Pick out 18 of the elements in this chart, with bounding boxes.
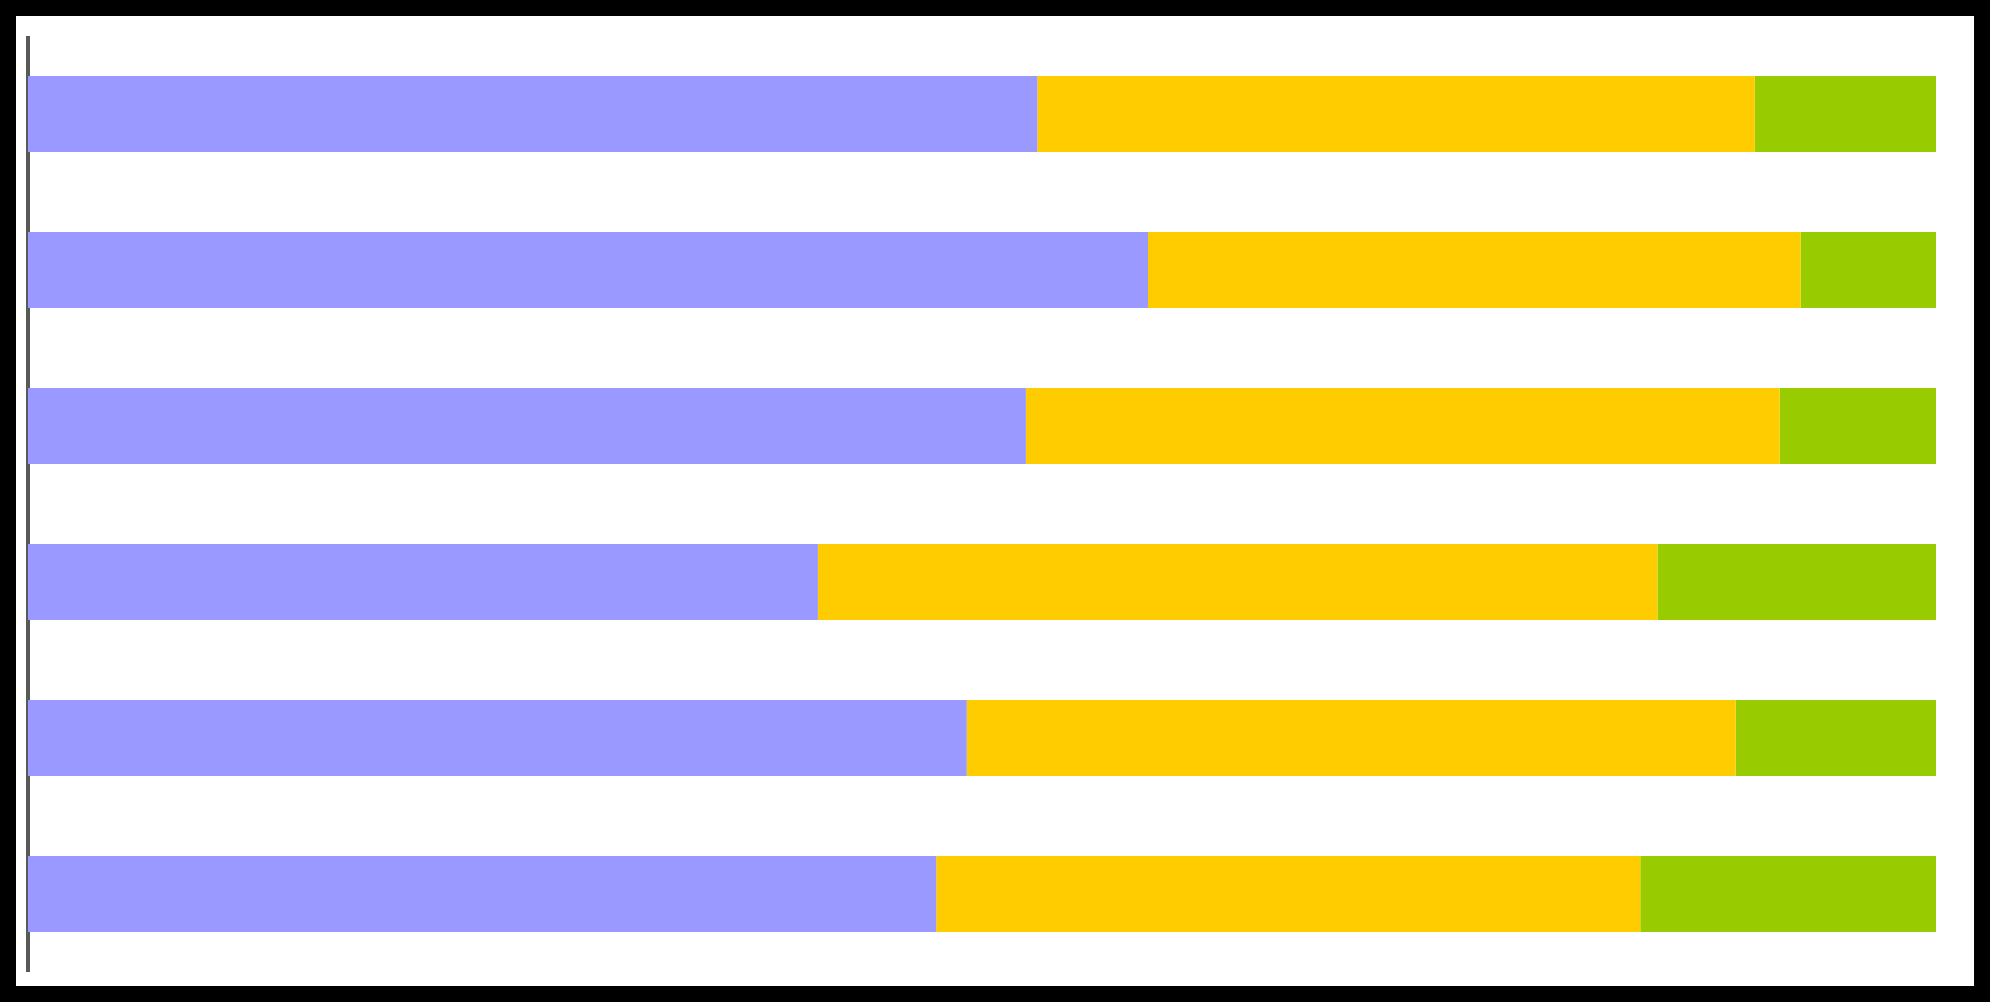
bar [1735, 700, 1937, 777]
bar [817, 544, 1658, 621]
bar [1779, 388, 1937, 465]
bar [28, 232, 1149, 309]
bar [1754, 76, 1937, 153]
bar [1800, 232, 1937, 309]
bar [28, 388, 1026, 465]
bar [28, 700, 967, 777]
bar [1657, 544, 1937, 621]
bar [1640, 856, 1937, 933]
bar [28, 76, 1038, 153]
bar [28, 544, 818, 621]
bar [936, 856, 1641, 933]
bar [966, 700, 1736, 777]
bar [28, 856, 937, 933]
bar [1025, 388, 1780, 465]
bar [1037, 76, 1755, 153]
bar [1148, 232, 1801, 309]
